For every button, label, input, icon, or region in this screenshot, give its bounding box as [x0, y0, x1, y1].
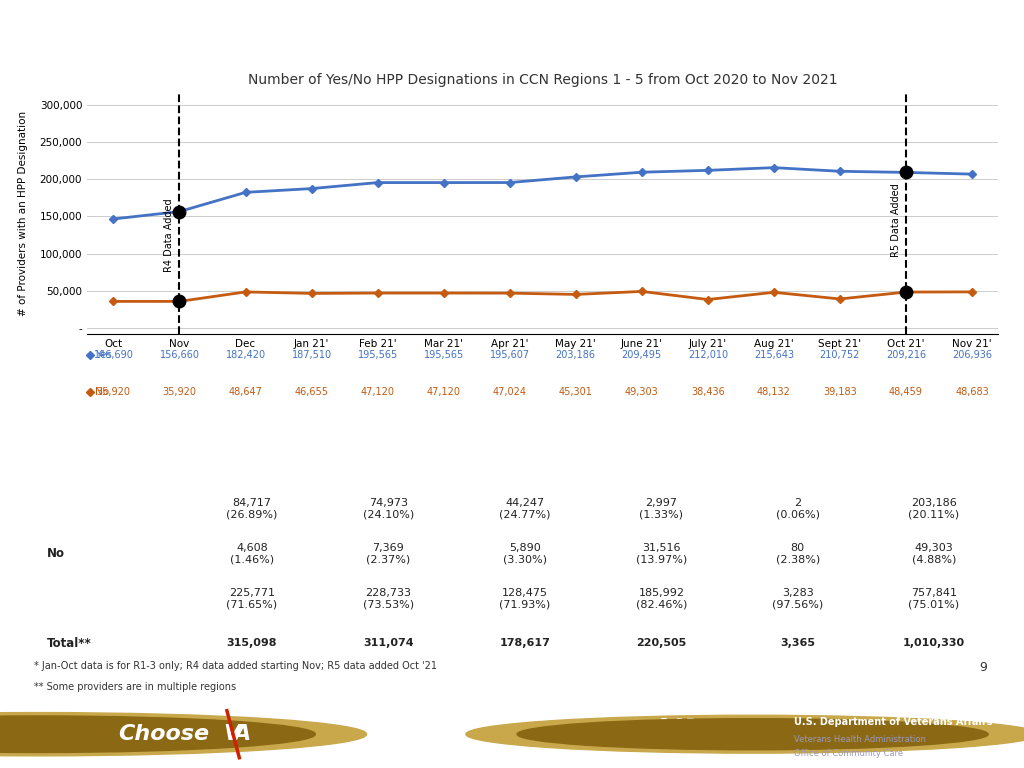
Text: Unknown: Unknown — [46, 592, 108, 605]
Text: A: A — [233, 724, 251, 744]
Text: 757,841
(75.01%): 757,841 (75.01%) — [908, 588, 959, 610]
Text: Veterans Health Administration: Veterans Health Administration — [794, 735, 926, 744]
Text: 49,303
(4.88%): 49,303 (4.88%) — [911, 543, 956, 564]
Text: No: No — [46, 548, 65, 561]
Text: 31,516
(13.97%): 31,516 (13.97%) — [636, 543, 687, 564]
Text: Yes: Yes — [46, 502, 69, 515]
Circle shape — [0, 716, 315, 753]
Text: V: V — [223, 724, 241, 744]
Text: Choose: Choose — [118, 724, 209, 744]
Text: Region 4: Region 4 — [632, 462, 690, 475]
Text: 195,565: 195,565 — [424, 350, 464, 360]
Text: R4 Data Added: R4 Data Added — [164, 198, 174, 272]
Text: 5,890
(3.30%): 5,890 (3.30%) — [503, 543, 547, 564]
Text: 47,120: 47,120 — [360, 387, 394, 397]
Text: * Jan-Oct data is for R1-3 only; R4 data added starting Nov; R5 data added Oct ': * Jan-Oct data is for R1-3 only; R4 data… — [34, 660, 437, 670]
Text: 2,997
(1.33%): 2,997 (1.33%) — [639, 498, 683, 520]
Text: 45,301: 45,301 — [559, 387, 593, 397]
Text: HPP Staggered National Deployment Dashboard: HPP Staggered National Deployment Dashbo… — [18, 32, 811, 61]
Text: 220,505: 220,505 — [636, 638, 686, 648]
Text: Region 1: Region 1 — [223, 462, 281, 475]
Text: 48,647: 48,647 — [228, 387, 262, 397]
Text: 212,010: 212,010 — [688, 350, 728, 360]
Text: CCN Region 1-5  PPMS Data (November 2, 2021): CCN Region 1-5 PPMS Data (November 2, 20… — [328, 427, 708, 442]
Text: 7,369
(2.37%): 7,369 (2.37%) — [367, 543, 411, 564]
Text: Region 2: Region 2 — [359, 462, 418, 475]
Text: 47,024: 47,024 — [493, 387, 526, 397]
Text: 187,510: 187,510 — [292, 350, 332, 360]
Text: 47,120: 47,120 — [427, 387, 461, 397]
Text: 80
(2.38%): 80 (2.38%) — [775, 543, 820, 564]
Text: 156,660: 156,660 — [160, 350, 200, 360]
Text: 48,459: 48,459 — [889, 387, 923, 397]
Text: 315,098: 315,098 — [226, 638, 278, 648]
Text: 195,607: 195,607 — [489, 350, 529, 360]
Circle shape — [517, 719, 988, 750]
Text: 84,717
(26.89%): 84,717 (26.89%) — [226, 498, 278, 520]
Text: 9: 9 — [979, 660, 987, 674]
Text: 44,247
(24.77%): 44,247 (24.77%) — [499, 498, 551, 520]
Text: 2
(0.06%): 2 (0.06%) — [776, 498, 820, 520]
Text: Yes: Yes — [95, 350, 112, 360]
Y-axis label: # of Providers with an HPP Designation: # of Providers with an HPP Designation — [17, 111, 28, 316]
Text: Region 3: Region 3 — [496, 462, 554, 475]
Text: 128,475
(71.93%): 128,475 (71.93%) — [500, 588, 551, 610]
Text: 49,303: 49,303 — [625, 387, 658, 397]
Text: 225,771
(71.65%): 225,771 (71.65%) — [226, 588, 278, 610]
Text: Office of Community Care: Office of Community Care — [794, 749, 903, 757]
Text: U.S. Department of Veterans Affairs: U.S. Department of Veterans Affairs — [794, 717, 992, 727]
Circle shape — [0, 713, 367, 756]
Text: 38,436: 38,436 — [691, 387, 725, 397]
Text: 48,683: 48,683 — [955, 387, 989, 397]
Text: 215,643: 215,643 — [754, 350, 794, 360]
Text: Designation: Designation — [46, 462, 126, 475]
Text: 74,973
(24.10%): 74,973 (24.10%) — [362, 498, 414, 520]
Text: 311,074: 311,074 — [364, 638, 414, 648]
Text: 3,365: 3,365 — [780, 638, 815, 648]
Text: 48,132: 48,132 — [757, 387, 791, 397]
Circle shape — [466, 715, 1024, 753]
Text: Regions
1 - 5: Regions 1 - 5 — [907, 453, 961, 482]
Text: Region 5: Region 5 — [769, 462, 827, 475]
Text: VA: VA — [660, 717, 701, 745]
Text: 210,752: 210,752 — [820, 350, 860, 360]
Text: 203,186: 203,186 — [556, 350, 596, 360]
Text: 206,936: 206,936 — [952, 350, 992, 360]
Text: 228,733
(73.53%): 228,733 (73.53%) — [362, 588, 414, 610]
Text: 203,186
(20.11%): 203,186 (20.11%) — [908, 498, 959, 520]
Text: ** Some providers are in multiple regions: ** Some providers are in multiple region… — [34, 682, 236, 692]
Text: 178,617: 178,617 — [500, 638, 550, 648]
Text: 35,920: 35,920 — [163, 387, 197, 397]
Text: Total**: Total** — [46, 637, 91, 650]
Text: 46,655: 46,655 — [295, 387, 329, 397]
Text: R5 Data Added: R5 Data Added — [891, 184, 901, 257]
Text: 35,920: 35,920 — [96, 387, 130, 397]
Text: 209,216: 209,216 — [886, 350, 926, 360]
Title: Number of Yes/No HPP Designations in CCN Regions 1 - 5 from Oct 2020 to Nov 2021: Number of Yes/No HPP Designations in CCN… — [248, 73, 838, 87]
Text: 185,992
(82.46%): 185,992 (82.46%) — [636, 588, 687, 610]
Text: 3,283
(97.56%): 3,283 (97.56%) — [772, 588, 823, 610]
Text: 4,608
(1.46%): 4,608 (1.46%) — [230, 543, 274, 564]
Text: 195,565: 195,565 — [357, 350, 397, 360]
Text: 39,183: 39,183 — [823, 387, 857, 397]
Text: 209,495: 209,495 — [622, 350, 662, 360]
Text: No: No — [95, 387, 110, 397]
Text: 146,690: 146,690 — [93, 350, 133, 360]
Text: 182,420: 182,420 — [225, 350, 265, 360]
Text: 1,010,330: 1,010,330 — [903, 638, 965, 648]
